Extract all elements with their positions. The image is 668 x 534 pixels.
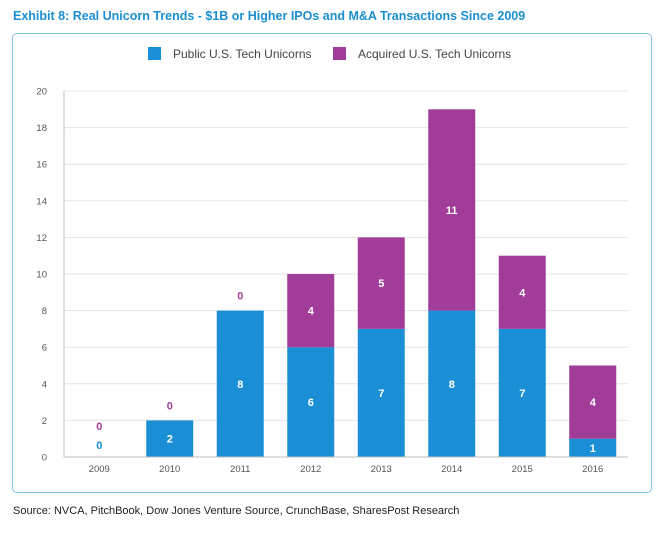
data-label-acquired-2011: 0: [237, 291, 243, 303]
bar-public-2012: [287, 347, 335, 457]
data-label-acquired-2013: 5: [378, 278, 384, 290]
data-label-public-2014: 8: [449, 379, 455, 391]
data-label-public-2013: 7: [378, 388, 384, 400]
bar-public-2011: [216, 310, 264, 457]
y-tick-label: 2: [42, 416, 47, 427]
data-label-public-2010: 2: [167, 434, 173, 446]
x-tick-label: 2016: [582, 464, 603, 475]
x-tick-label: 2015: [512, 464, 533, 475]
data-label-acquired-2010: 0: [167, 400, 173, 412]
y-tick-label: 10: [36, 270, 47, 281]
bar-public-2010: [146, 420, 194, 457]
x-tick-label: 2010: [159, 464, 180, 475]
bar-acquired-2014: [428, 109, 476, 311]
data-label-public-2009: 0: [96, 440, 102, 452]
bar-acquired-2013: [357, 237, 405, 329]
x-tick-label: 2012: [300, 464, 321, 475]
legend-acquired-label: Acquired U.S. Tech Unicorns: [358, 47, 511, 61]
data-label-public-2012: 6: [308, 397, 314, 409]
legend-acquired-swatch: [333, 47, 346, 60]
y-tick-label: 4: [42, 379, 47, 390]
x-tick-label: 2014: [441, 464, 462, 475]
bar-acquired-2015: [498, 255, 546, 329]
bar-acquired-2012: [287, 274, 335, 348]
bar-public-2016: [569, 438, 617, 457]
y-tick-label: 20: [36, 87, 47, 98]
x-tick-label: 2011: [230, 464, 250, 475]
chart-frame: [12, 33, 652, 493]
legend-public-swatch: [148, 47, 161, 60]
gridlines: [64, 90, 628, 421]
bars: [146, 109, 617, 457]
y-tick-label: 0: [42, 453, 47, 464]
data-labels: 0 0 2 0 8 0 6 4 7 5 8 11 7 4 1 4: [96, 205, 597, 455]
x-tick-label: 2009: [89, 464, 110, 475]
data-label-public-2016: 1: [590, 443, 596, 455]
y-tick-label: 12: [36, 233, 47, 244]
data-label-public-2015: 7: [519, 388, 525, 400]
legend-public-label: Public U.S. Tech Unicorns: [173, 47, 312, 61]
y-tick-label: 16: [36, 160, 47, 171]
y-tick-label: 14: [36, 196, 47, 207]
data-label-acquired-2016: 4: [590, 397, 597, 409]
x-tick-label: 2013: [371, 464, 392, 475]
y-tick-label: 8: [42, 306, 47, 317]
data-label-public-2011: 8: [237, 379, 243, 391]
legend: Public U.S. Tech Unicorns Acquired U.S. T…: [148, 47, 511, 61]
data-label-acquired-2009: 0: [96, 421, 102, 433]
bar-public-2015: [498, 328, 546, 457]
bar-acquired-2016: [569, 365, 617, 439]
bar-public-2013: [357, 328, 405, 457]
data-label-acquired-2015: 4: [519, 287, 526, 299]
y-tick-label: 18: [36, 123, 47, 134]
data-label-acquired-2012: 4: [308, 306, 315, 318]
data-label-acquired-2014: 11: [446, 205, 458, 217]
y-tick-label: 6: [42, 343, 47, 354]
chart-title: Exhibit 8: Real Unicorn Trends - $1B or …: [13, 9, 526, 23]
bar-public-2014: [428, 310, 476, 457]
source-note: Source: NVCA, PitchBook, Dow Jones Ventu…: [13, 505, 460, 517]
